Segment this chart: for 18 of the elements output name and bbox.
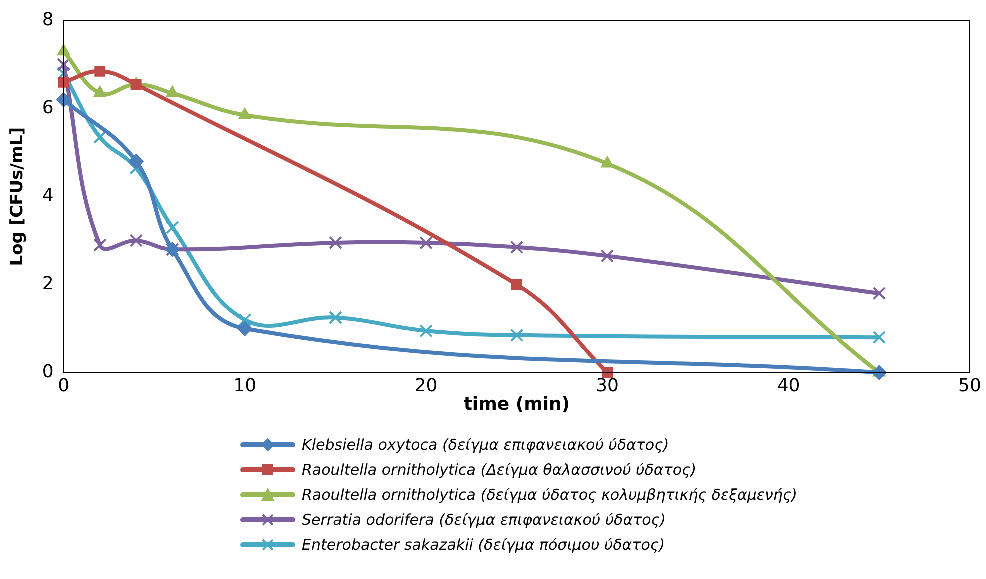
legend-label: Klebsiella oxytoca (δείγμα επιφανειακού ύδατος) [302,436,670,454]
y-tick-label: 2 [42,273,54,294]
y-tick-label: 4 [42,185,54,206]
legend-label: Raoultella ornitholytica (Δείγμα θαλασσινού ύδατος) [302,460,697,478]
x-axis-title: time (min) [464,394,570,415]
y-tick-label: 6 [42,97,54,118]
x-tick-label: 50 [958,375,982,396]
x-tick-label: 40 [777,375,800,396]
y-tick-label: 8 [42,9,54,30]
x-tick-label: 0 [58,375,70,396]
x-tick-label: 30 [596,375,619,396]
legend-label: Enterobacter sakazakii (δείγμα πόσιμου ύδατος) [302,536,666,554]
x-tick-label: 20 [414,375,438,396]
legend-label: Raoultella ornitholytica (δείγμα ύδατος κολυμβητικής δεξαμενής) [302,486,798,504]
x-tick-label: 10 [234,375,257,396]
y-axis-title: Log [CFUs/mL] [8,127,28,266]
y-tick-label: 0 [42,361,54,382]
legend-label: Serratia odorifera (δείγμα επιφανειακού ύδατος) [302,510,666,528]
